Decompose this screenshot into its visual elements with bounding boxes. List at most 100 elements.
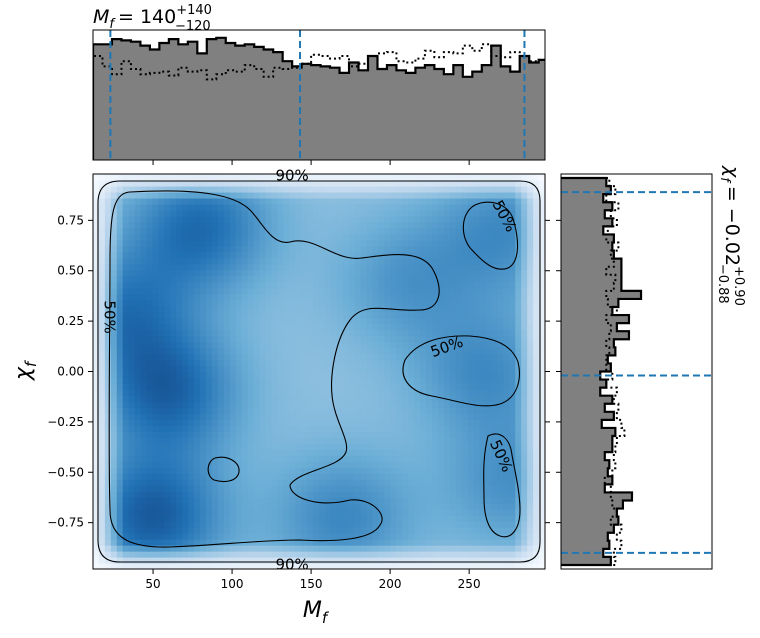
heatmap-cell <box>355 431 362 438</box>
heatmap-cell <box>491 419 498 426</box>
heatmap-cell <box>111 425 118 432</box>
heatmap-cell <box>527 264 534 271</box>
heatmap-cell <box>135 377 142 384</box>
heatmap-cell <box>414 366 421 373</box>
heatmap-cell <box>474 545 481 552</box>
heatmap-cell <box>135 521 142 528</box>
heatmap-cell <box>176 497 183 504</box>
heatmap-cell <box>319 360 326 367</box>
heatmap-cell <box>373 377 380 384</box>
heatmap-cell <box>218 473 225 480</box>
heatmap-cell <box>194 443 201 450</box>
heatmap-cell <box>230 437 237 444</box>
heatmap-cell <box>242 330 249 337</box>
heatmap-cell <box>533 216 540 223</box>
heatmap-cell <box>390 348 397 355</box>
heatmap-cell <box>141 533 148 540</box>
heatmap-cell <box>307 485 314 492</box>
heatmap-cell <box>242 407 249 414</box>
heatmap-cell <box>349 300 356 307</box>
heatmap-cell <box>182 503 189 510</box>
heatmap-cell <box>182 455 189 462</box>
heatmap-cell <box>367 491 374 498</box>
heatmap-cell <box>515 425 522 432</box>
heatmap-cell <box>230 264 237 271</box>
heatmap-cell <box>486 545 493 552</box>
heatmap-cell <box>164 395 171 402</box>
heatmap-cell <box>170 360 177 367</box>
heatmap-cell <box>224 354 231 361</box>
heatmap-cell <box>111 389 118 396</box>
heatmap-cell <box>396 425 403 432</box>
heatmap-cell <box>236 431 243 438</box>
heatmap-cell <box>462 515 469 522</box>
heatmap-cell <box>200 425 207 432</box>
heatmap-cell <box>111 413 118 420</box>
heatmap-cell <box>182 228 189 235</box>
heatmap-cell <box>468 252 475 259</box>
heatmap-cell <box>170 545 177 552</box>
heatmap-cell <box>319 509 326 516</box>
heatmap-cell <box>432 222 439 229</box>
heatmap-cell <box>158 192 165 199</box>
heatmap-cell <box>509 330 516 337</box>
heatmap-cell <box>426 521 433 528</box>
heatmap-cell <box>135 306 142 313</box>
heatmap-cell <box>248 395 255 402</box>
heatmap-cell <box>123 264 130 271</box>
heatmap-cell <box>117 222 124 229</box>
heatmap-cell <box>384 479 391 486</box>
heatmap-cell <box>206 497 213 504</box>
heatmap-cell <box>378 461 385 468</box>
heatmap-cell <box>349 461 356 468</box>
heatmap-cell <box>420 461 427 468</box>
heatmap-cell <box>325 509 332 516</box>
heatmap-cell <box>521 264 528 271</box>
heatmap-cell <box>491 509 498 516</box>
heatmap-cell <box>349 342 356 349</box>
heatmap-cell <box>254 383 261 390</box>
heatmap-cell <box>420 407 427 414</box>
heatmap-cell <box>497 360 504 367</box>
heatmap-cell <box>343 306 350 313</box>
heatmap-cell <box>533 234 540 241</box>
heatmap-cell <box>533 389 540 396</box>
heatmap-cell <box>337 389 344 396</box>
heatmap-cell <box>319 383 326 390</box>
heatmap-cell <box>111 246 118 253</box>
heatmap-cell <box>432 324 439 331</box>
heatmap-cell <box>99 270 106 277</box>
heatmap-cell <box>194 198 201 205</box>
heatmap-cell <box>373 240 380 247</box>
heatmap-cell <box>135 395 142 402</box>
heatmap-cell <box>384 383 391 390</box>
heatmap-cell <box>301 270 308 277</box>
heatmap-cell <box>373 360 380 367</box>
heatmap-cell <box>271 204 278 211</box>
heatmap-cell <box>248 342 255 349</box>
heatmap-cell <box>170 437 177 444</box>
heatmap-cell <box>123 354 130 361</box>
heatmap-cell <box>283 240 290 247</box>
heatmap-cell <box>337 449 344 456</box>
heatmap-cell <box>527 401 534 408</box>
heatmap-cell <box>343 312 350 319</box>
heatmap-cell <box>188 222 195 229</box>
heatmap-cell <box>420 312 427 319</box>
heatmap-cell <box>456 276 463 283</box>
heatmap-cell <box>533 342 540 349</box>
heatmap-cell <box>271 228 278 235</box>
heatmap-cell <box>230 336 237 343</box>
heatmap-cell <box>367 186 374 193</box>
heatmap-cell <box>164 282 171 289</box>
heatmap-cell <box>367 509 374 516</box>
heatmap-cell <box>188 360 195 367</box>
heatmap-cell <box>212 354 219 361</box>
heatmap-cell <box>158 467 165 474</box>
heatmap-cell <box>230 210 237 217</box>
heatmap-cell <box>289 294 296 301</box>
heatmap-cell <box>277 533 284 540</box>
heatmap-cell <box>444 401 451 408</box>
heatmap-cell <box>349 521 356 528</box>
heatmap-cell <box>307 545 314 552</box>
